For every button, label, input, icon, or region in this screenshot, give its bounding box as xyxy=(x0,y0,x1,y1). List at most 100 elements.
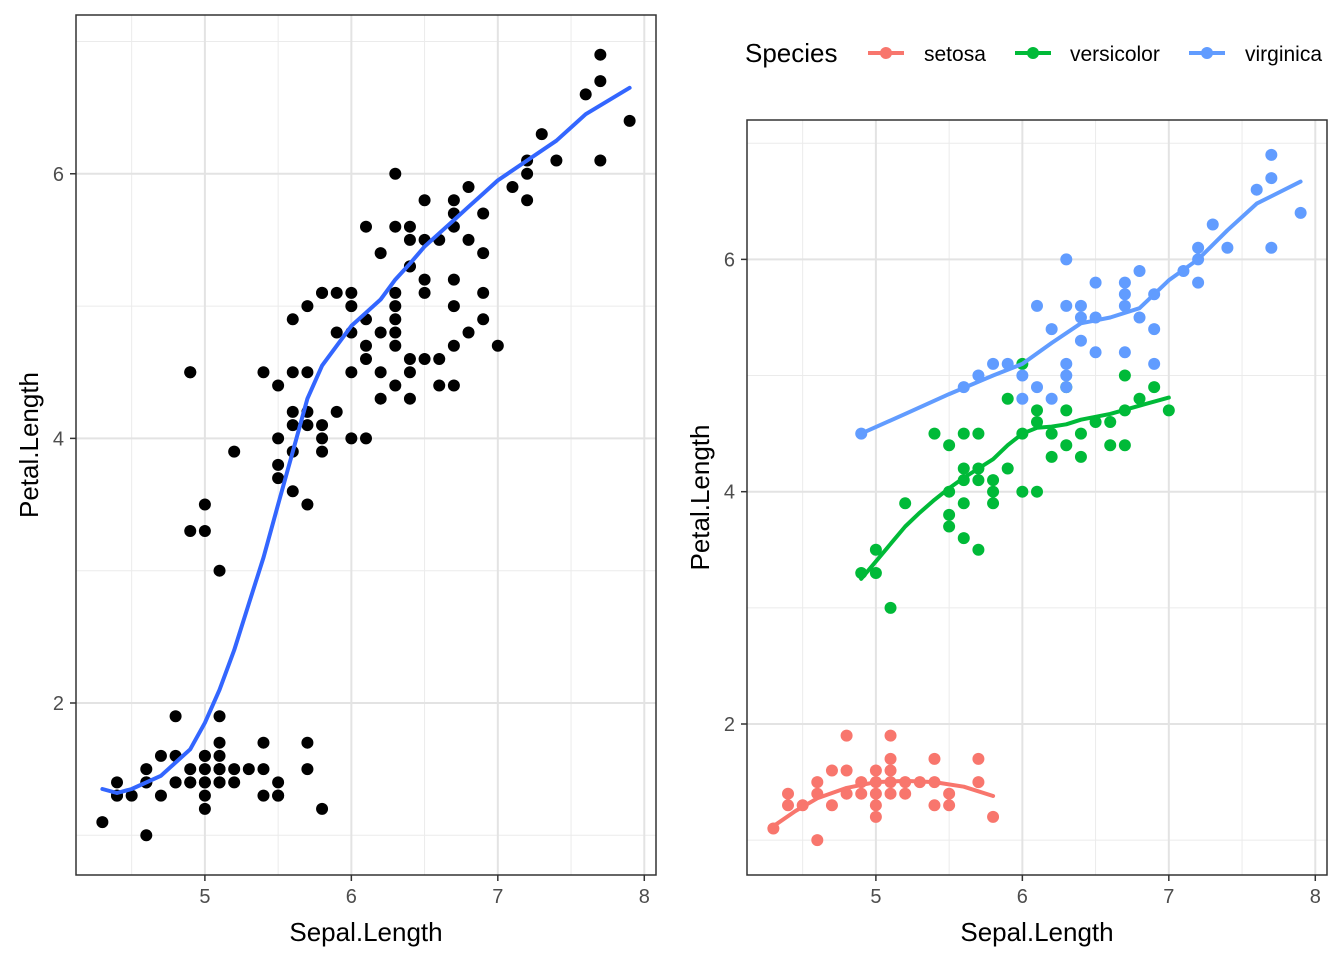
data-point xyxy=(301,498,314,511)
data-point xyxy=(286,419,299,432)
data-point xyxy=(389,326,402,339)
legend-dot-virginica xyxy=(1201,47,1213,59)
data-point xyxy=(1148,357,1161,370)
data-point xyxy=(594,154,607,167)
series-setosa xyxy=(767,729,1000,847)
data-point xyxy=(286,485,299,498)
data-point xyxy=(1250,183,1263,196)
data-point xyxy=(987,485,1000,498)
legend-dot-setosa xyxy=(880,47,892,59)
data-point xyxy=(477,207,490,220)
data-point xyxy=(840,764,853,777)
data-point xyxy=(1133,392,1146,405)
data-point xyxy=(1031,416,1043,428)
data-point xyxy=(374,247,387,260)
data-point xyxy=(884,764,897,777)
data-point xyxy=(169,710,182,723)
data-point xyxy=(389,379,402,392)
data-point xyxy=(987,497,1000,510)
data-point xyxy=(433,353,446,365)
data-point xyxy=(140,763,153,776)
data-point xyxy=(1206,218,1219,231)
data-point xyxy=(855,787,868,800)
data-point xyxy=(169,776,182,789)
plot-background xyxy=(76,15,656,875)
y-tick-label: 6 xyxy=(724,249,735,271)
data-point xyxy=(198,776,211,789)
data-point xyxy=(301,763,314,776)
legend-title: Species xyxy=(745,38,838,68)
data-point xyxy=(491,339,504,352)
data-point xyxy=(272,472,285,485)
data-point xyxy=(389,286,402,299)
data-point xyxy=(286,366,299,379)
data-point xyxy=(257,763,270,776)
data-point xyxy=(987,810,1000,823)
data-point xyxy=(594,75,607,88)
data-point xyxy=(943,439,956,452)
data-point xyxy=(330,286,343,299)
data-point xyxy=(213,564,226,577)
data-point xyxy=(957,497,970,510)
series-versicolor xyxy=(855,357,1175,614)
right-chart: 5 6 7 8 2 4 6 Sepal.Length Petal.Length xyxy=(685,119,1328,947)
data-point xyxy=(345,366,358,379)
data-point xyxy=(884,601,897,614)
y-axis-title: Petal.Length xyxy=(14,372,44,518)
data-point xyxy=(272,432,285,445)
legend-entry-virginica: virginica xyxy=(1189,43,1322,66)
data-point xyxy=(301,300,314,313)
smooth-line xyxy=(771,778,996,829)
x-tick-label: 7 xyxy=(1163,886,1174,908)
data-point xyxy=(389,313,402,326)
data-point xyxy=(1192,241,1205,254)
data-point xyxy=(1118,439,1131,452)
series-all xyxy=(96,48,636,842)
data-point xyxy=(869,543,882,556)
data-point xyxy=(374,366,387,379)
data-point xyxy=(884,729,897,742)
data-point xyxy=(257,366,270,379)
data-point xyxy=(301,736,314,749)
data-point xyxy=(447,339,460,352)
data-point xyxy=(1060,299,1073,312)
data-point xyxy=(418,286,431,299)
data-point xyxy=(594,48,607,61)
data-point xyxy=(111,776,124,789)
data-point xyxy=(1074,334,1087,347)
data-point xyxy=(987,357,1000,370)
x-axis-title: Sepal.Length xyxy=(289,917,442,947)
data-point xyxy=(330,405,343,418)
smooth-line xyxy=(859,179,1303,436)
data-point xyxy=(360,220,372,233)
data-point xyxy=(286,313,299,326)
data-point xyxy=(869,787,882,800)
y-tick-label: 2 xyxy=(53,693,64,715)
data-point xyxy=(462,181,475,193)
data-point xyxy=(972,752,985,765)
data-point xyxy=(957,532,970,545)
data-point xyxy=(418,194,431,207)
data-point xyxy=(184,763,197,776)
data-point xyxy=(1162,404,1175,417)
data-point xyxy=(928,752,941,765)
y-tick-label: 2 xyxy=(724,714,735,736)
data-point xyxy=(884,787,897,800)
data-point xyxy=(972,543,985,556)
data-point xyxy=(389,339,402,352)
data-point xyxy=(957,427,970,440)
data-point xyxy=(1294,206,1307,219)
data-point xyxy=(242,763,255,776)
data-point xyxy=(1133,311,1146,324)
data-point xyxy=(899,787,912,800)
data-point xyxy=(477,247,490,260)
data-point xyxy=(1031,485,1043,498)
x-tick-label: 6 xyxy=(1017,886,1028,908)
data-point xyxy=(957,462,970,475)
data-point xyxy=(389,300,402,313)
data-point xyxy=(316,432,329,445)
data-point xyxy=(198,525,211,537)
data-point xyxy=(1104,416,1117,428)
data-point xyxy=(506,181,519,193)
data-point xyxy=(1060,369,1073,382)
